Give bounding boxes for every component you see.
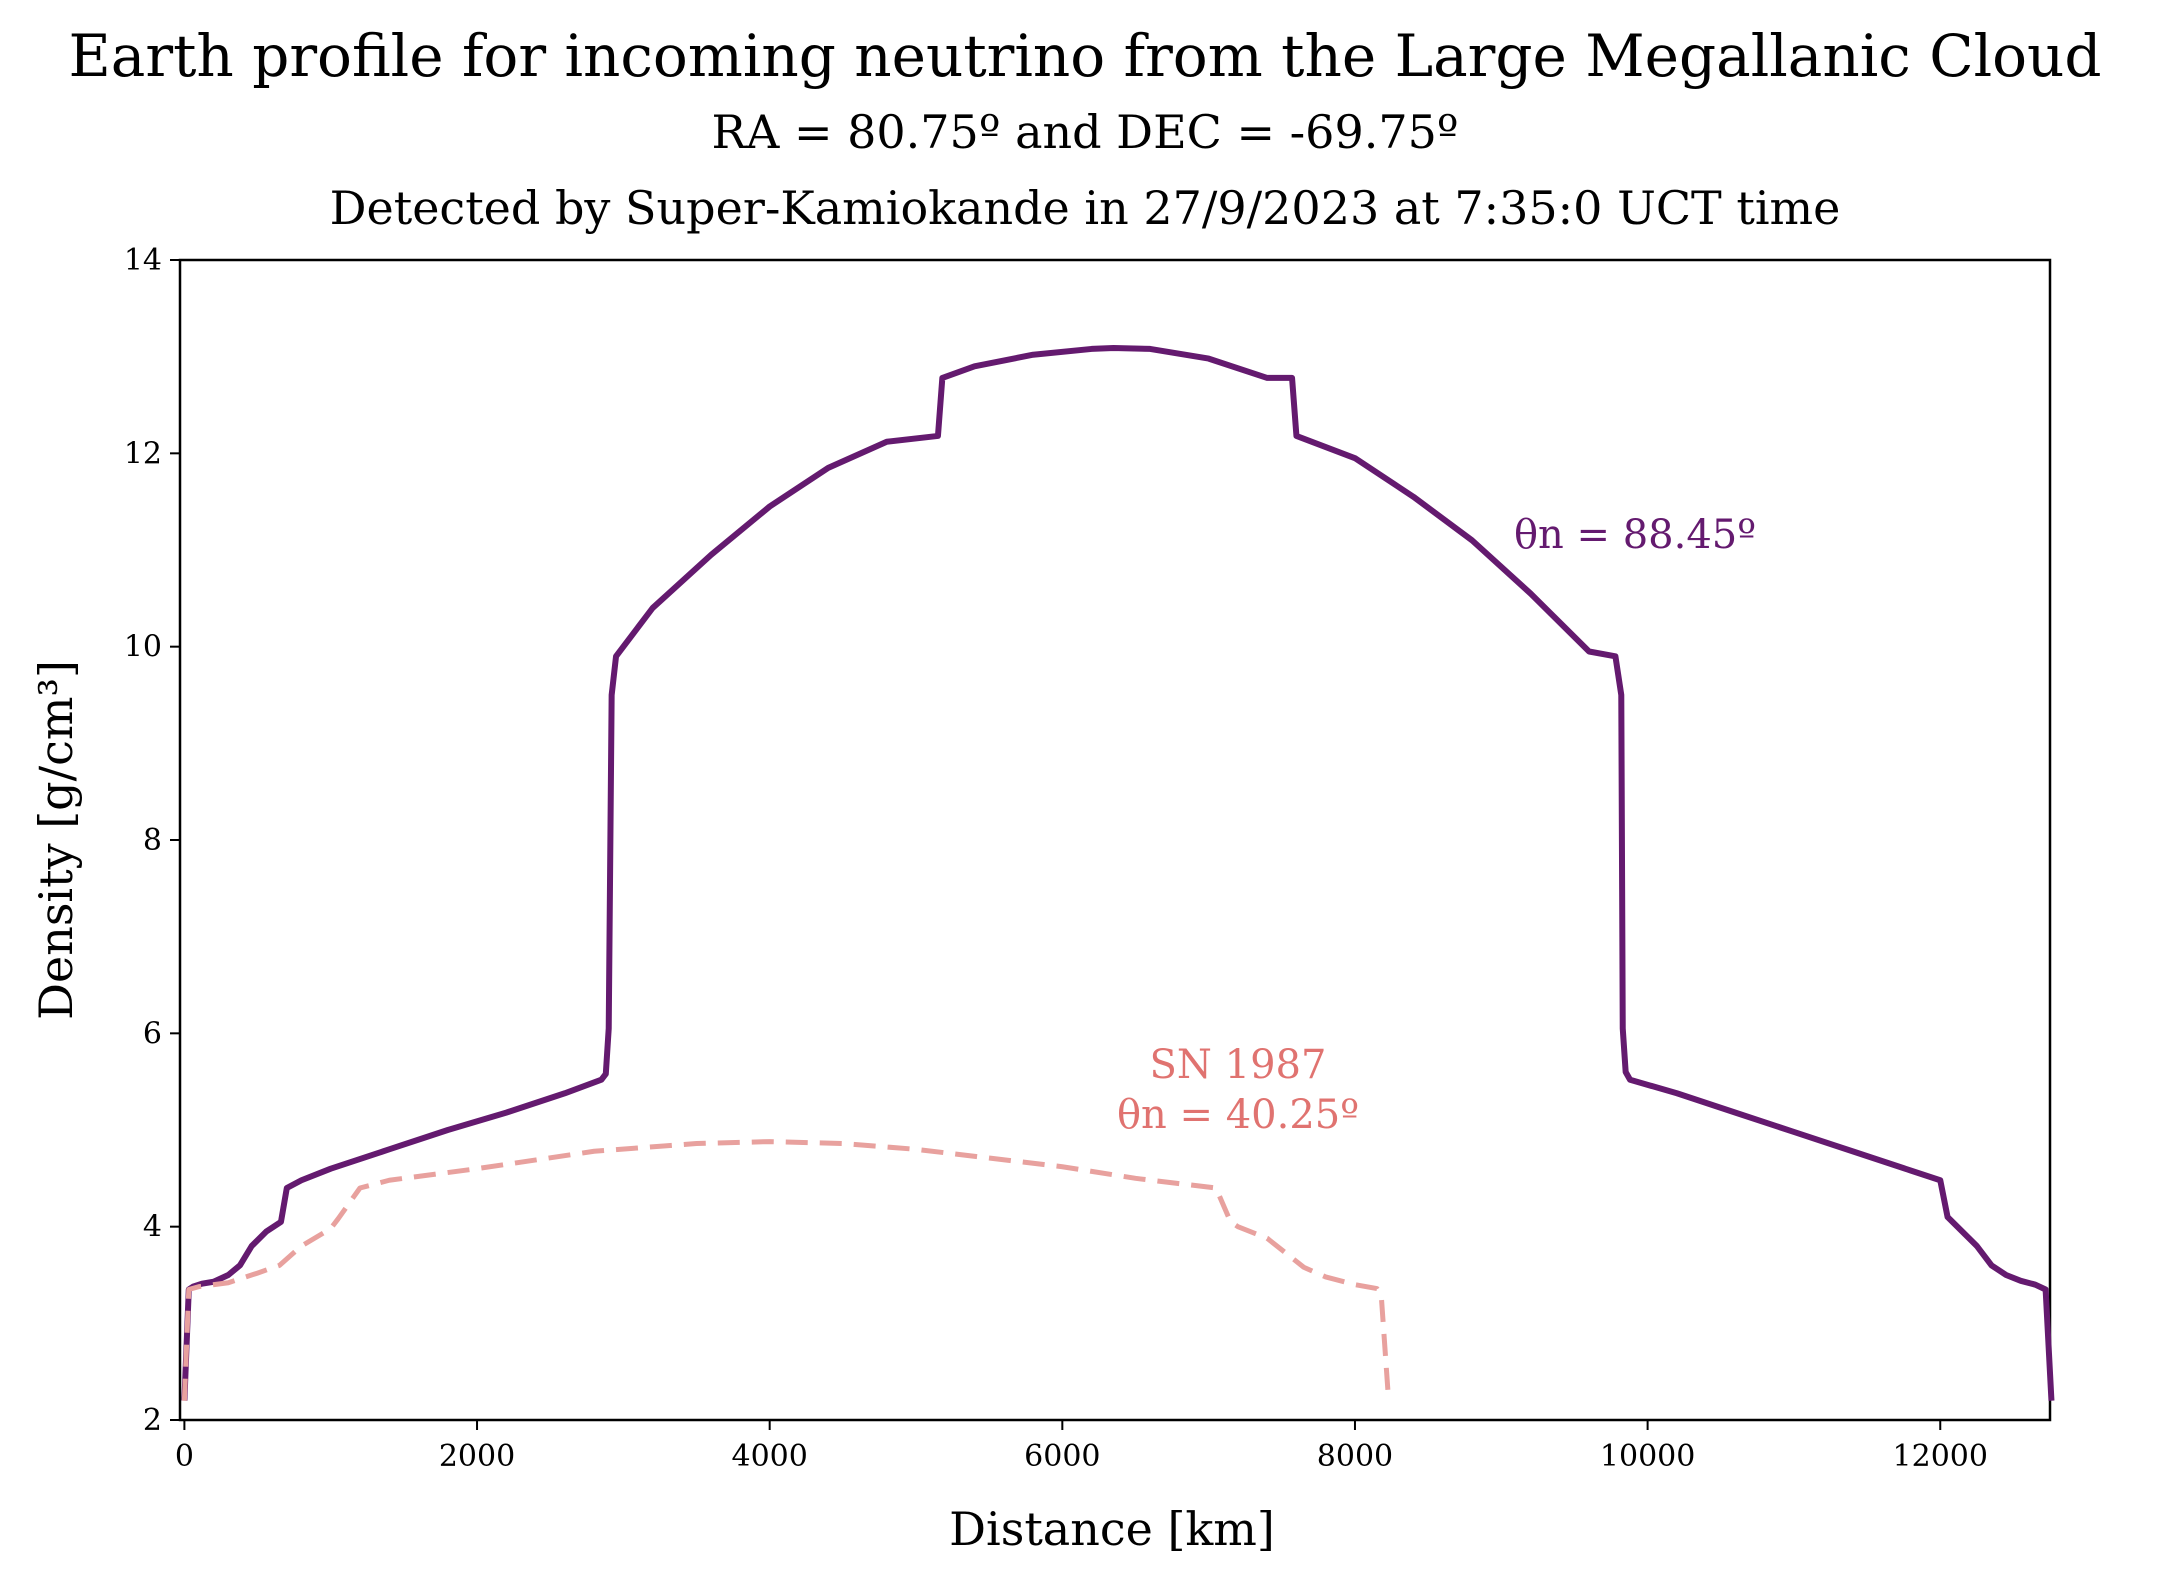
- y-tick-label: 4: [143, 1210, 162, 1245]
- x-tick-label: 8000: [1317, 1439, 1393, 1474]
- chart-subtitle-coordinates: RA = 80.75º and DEC = -69.75º: [711, 105, 1458, 159]
- chart-subtitle-detection: Detected by Super-Kamiokande in 27/9/202…: [330, 181, 1841, 235]
- x-tick-label: 6000: [1024, 1439, 1100, 1474]
- axes-frame: [178, 258, 2052, 1422]
- y-tick-label: 6: [143, 1016, 162, 1051]
- series-line-main: [181, 344, 2055, 1401]
- series-layer: [181, 344, 2055, 1401]
- x-tick-label: 2000: [439, 1439, 515, 1474]
- chart-title: Earth profile for incoming neutrino from…: [68, 22, 2101, 90]
- x-axis-label: Distance [km]: [949, 1502, 1275, 1556]
- x-tick-label: 4000: [731, 1439, 807, 1474]
- annotation-88-45: θn = 88.45º: [1514, 512, 1756, 558]
- y-tick-label: 10: [124, 630, 162, 665]
- y-tick-label: 12: [124, 436, 162, 471]
- annotation-sn1987-angle: θn = 40.25º: [1117, 1092, 1359, 1138]
- plot-area: 0 2000 4000 6000 8000 10000 12000 2 4 6 8 10 12 14: [124, 243, 2055, 1474]
- y-tick-label: 8: [143, 823, 162, 858]
- y-tick-label: 14: [124, 243, 162, 278]
- x-tick-label: 10000: [1600, 1439, 1695, 1474]
- y-axis-ticks: 2 4 6 8 10 12 14: [124, 243, 180, 1438]
- annotation-sn1987-title: SN 1987: [1150, 1042, 1327, 1088]
- y-tick-label: 2: [143, 1403, 162, 1438]
- x-axis-ticks: 0 2000 4000 6000 8000 10000 12000: [175, 1420, 1988, 1474]
- y-axis-label: Density [g/cm³]: [29, 660, 83, 1020]
- x-tick-label: 0: [175, 1439, 194, 1474]
- series-line-sn1987: [181, 1139, 1392, 1401]
- x-tick-label: 12000: [1893, 1439, 1988, 1474]
